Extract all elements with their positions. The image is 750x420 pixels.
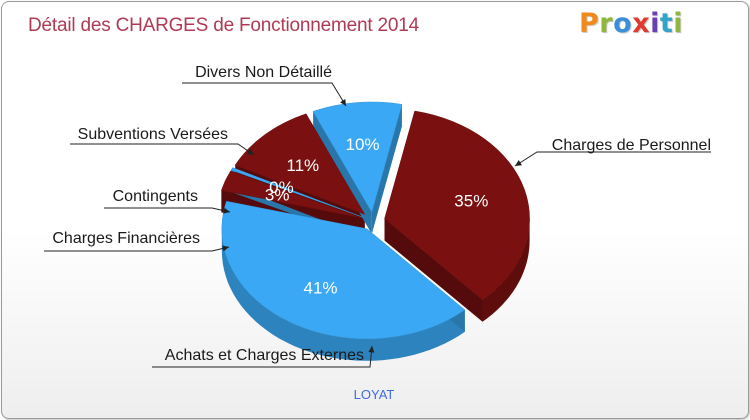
logo-letter: o	[613, 8, 633, 39]
slice-percent-label: 3%	[265, 186, 290, 205]
logo-letter: i	[650, 8, 660, 39]
proxiti-logo[interactable]: Proxiti	[579, 8, 683, 39]
callout-arrow	[340, 99, 346, 106]
slice-name-label: Contingents	[113, 188, 198, 205]
logo-letter: t	[659, 8, 674, 39]
callout-arrow	[222, 245, 229, 252]
pie-slice-wall-0	[384, 218, 483, 322]
chart-title: Détail des CHARGES de Fonctionnement 201…	[28, 15, 420, 36]
pie-slice-5[interactable]	[312, 101, 403, 213]
slice-percent-label: 41%	[303, 278, 337, 297]
logo-letter: i	[673, 8, 684, 39]
logo-letter: r	[599, 8, 614, 39]
logo-letter: P	[579, 8, 600, 39]
pie-slice-side-0	[482, 218, 530, 322]
callout-line	[70, 143, 255, 156]
slice-percent-label: 35%	[454, 192, 488, 211]
pie-slice-4[interactable]	[234, 113, 366, 215]
callout-line	[182, 82, 347, 107]
slice-percent-label: 0%	[269, 178, 294, 197]
slice-name-label: Charges Financières	[52, 230, 200, 247]
slice-percent-label: 10%	[345, 135, 379, 154]
pie-slice-0[interactable]	[384, 110, 530, 301]
callout-arrow	[515, 160, 522, 166]
pie-slice-3[interactable]	[230, 167, 363, 218]
pie-slice-2[interactable]	[221, 170, 362, 219]
slice-name-label: Charges de Personnel	[552, 137, 711, 154]
callout-arrow	[247, 148, 254, 155]
callout-line	[104, 207, 231, 213]
slice-name-label: Achats et Charges Externes	[165, 347, 364, 364]
pie-slice-1[interactable]	[221, 200, 466, 340]
slice-name-label: Divers Non Détaillé	[195, 64, 332, 81]
pie-slice-side-1	[221, 228, 465, 361]
pie-slice-wall-5	[371, 104, 402, 234]
logo-letter: x	[632, 8, 651, 39]
callout-line	[44, 246, 230, 252]
callout-arrow	[223, 207, 230, 214]
slice-name-label: Subventions Versées	[78, 126, 228, 143]
callout-arrow	[368, 346, 375, 353]
slice-percent-label: 11%	[286, 156, 319, 175]
callout-line	[152, 345, 373, 368]
callout-line	[514, 151, 711, 167]
commune-label: LOYAT	[354, 387, 395, 402]
